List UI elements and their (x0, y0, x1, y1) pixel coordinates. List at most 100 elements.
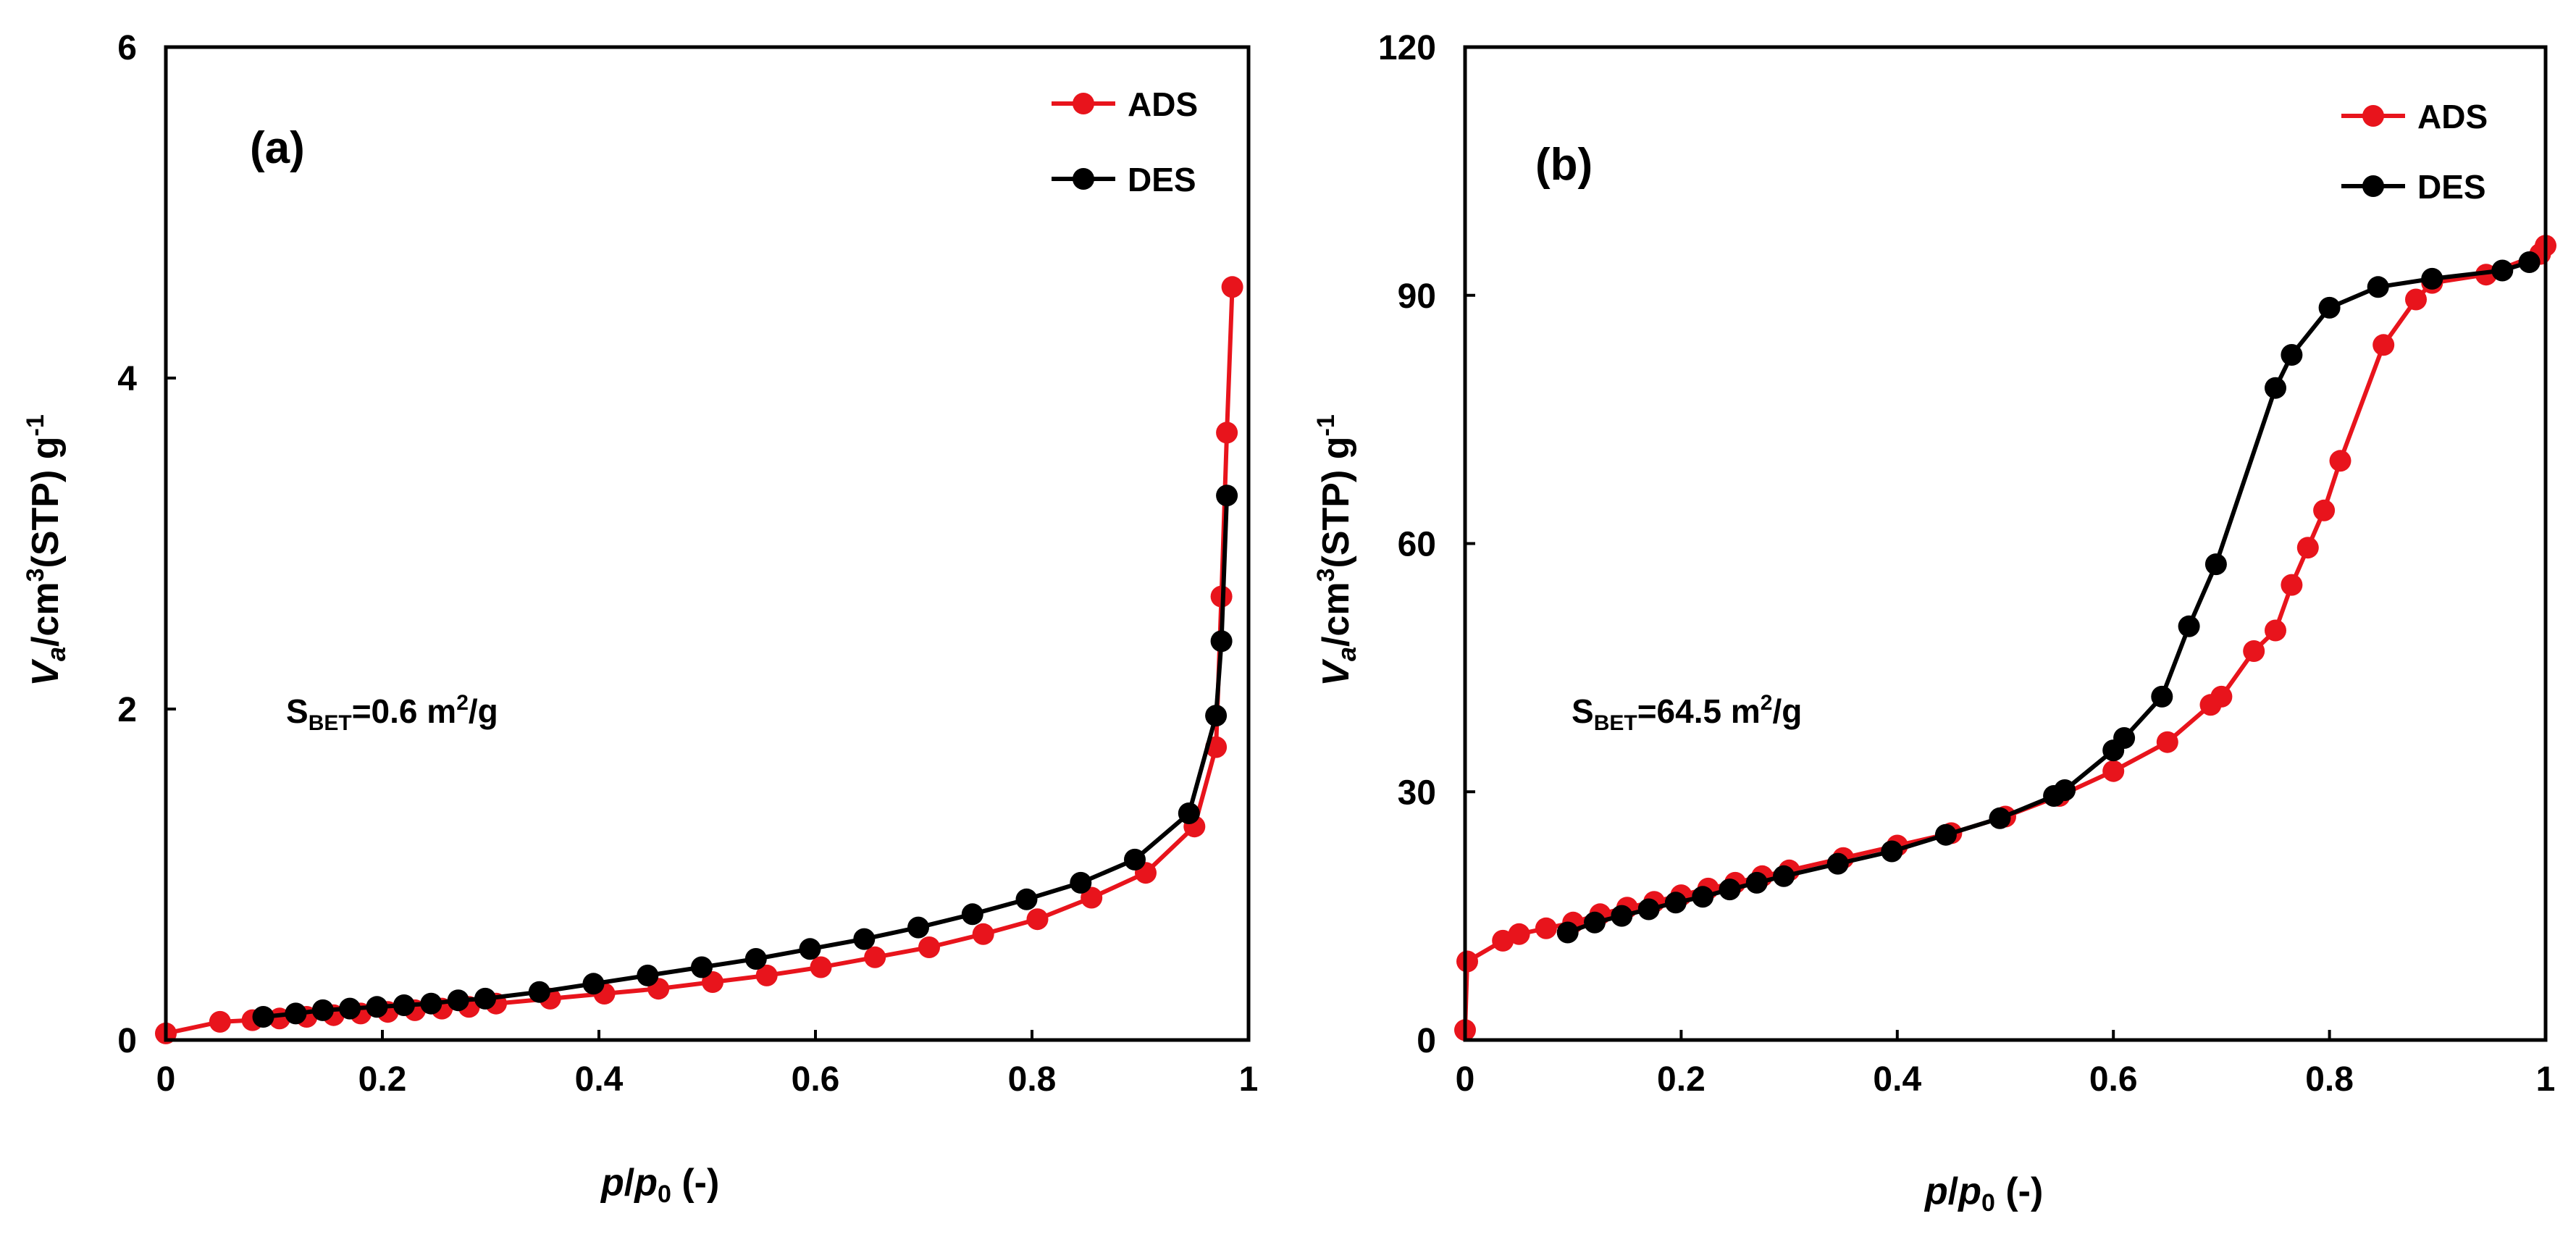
legend-des-marker-a (1073, 168, 1094, 190)
sbet-annotation-b: SBET=64.5 m2/g (1572, 691, 1802, 735)
panel-label-b: (b) (1535, 140, 1593, 190)
data-point-des-b (2113, 727, 2136, 749)
data-point-des-a (691, 956, 713, 978)
data-point-des-a (1210, 630, 1233, 653)
x-axis-title-b: p/p0 (-) (1923, 1170, 2043, 1217)
data-point-des-b (1881, 840, 1903, 863)
data-point-ads-a (972, 923, 994, 945)
data-point-des-b (1773, 865, 1795, 887)
legend-ads-marker-a (1073, 93, 1094, 114)
data-point-ads-b (2210, 685, 2233, 708)
data-point-ads-a (1221, 276, 1243, 298)
y-axis-title-a: Va/cm3(STP) g-1 (22, 414, 71, 686)
data-point-des-a (1178, 802, 1200, 824)
data-point-ads-b (2405, 288, 2427, 311)
data-point-ads-b (2329, 450, 2351, 472)
legend-b: ADS DES (2341, 98, 2488, 206)
x-tick-label-b: 0.4 (1873, 1060, 1921, 1099)
data-point-des-b (2518, 251, 2541, 273)
y-tick-label-a: 0 (117, 1022, 137, 1060)
data-point-des-b (1826, 852, 1849, 875)
legend-des-label-a: DES (1128, 161, 1196, 198)
data-point-des-b (2367, 276, 2389, 298)
data-point-ads-a (1216, 422, 1238, 444)
data-point-des-a (339, 997, 361, 1020)
data-point-des-a (420, 992, 442, 1015)
legend-ads-label-b: ADS (2417, 98, 2488, 135)
data-point-ads-b (2156, 731, 2178, 753)
data-point-ads-b (2372, 334, 2395, 356)
legend-a: ADS DES (1052, 85, 1198, 198)
plot-frame-a (164, 45, 1251, 1042)
data-point-des-b (1584, 911, 1606, 934)
data-point-des-a (447, 989, 469, 1012)
legend-des-label-b: DES (2417, 168, 2486, 206)
data-point-des-a (637, 964, 659, 986)
data-point-des-b (2204, 553, 2227, 576)
data-point-des-a (1205, 705, 1228, 727)
data-point-ads-b (2265, 619, 2286, 642)
x-axis-title-a: p/p0 (-) (600, 1162, 719, 1208)
data-point-ads-a (1026, 908, 1049, 931)
data-point-des-b (1611, 905, 1633, 927)
x-tick-label-a: 0.8 (1008, 1060, 1057, 1099)
data-point-des-a (1216, 485, 1238, 507)
data-point-des-b (2318, 296, 2341, 319)
x-tick-label-b: 0 (1456, 1060, 1475, 1099)
x-tick-label-a: 0 (156, 1060, 176, 1099)
y-tick-label-a: 2 (117, 691, 137, 729)
y-tick-label-b: 60 (1398, 526, 1436, 564)
y-tick-label-b: 120 (1378, 29, 1436, 67)
data-point-ads-a (864, 946, 886, 968)
legend-ads-marker-b (2362, 105, 2384, 127)
data-point-des-b (2151, 685, 2173, 708)
data-point-des-a (1124, 848, 1146, 871)
data-point-des-b (1934, 823, 1957, 846)
legend-des-marker-b (2362, 175, 2384, 197)
data-point-ads-a (810, 956, 832, 978)
data-point-des-b (1692, 886, 1714, 908)
y-tick-label-b: 30 (1398, 773, 1436, 812)
data-point-ads-a (209, 1010, 231, 1033)
data-point-des-b (1637, 898, 1660, 921)
data-point-ads-b (1456, 950, 1478, 973)
data-point-des-a (285, 1002, 307, 1025)
series-line-ads-a (165, 287, 1235, 1036)
data-point-des-a (366, 996, 388, 1018)
data-point-des-b (1556, 921, 1579, 944)
x-tick-label-a: 0.6 (792, 1060, 840, 1099)
data-point-des-a (961, 903, 983, 926)
data-point-des-b (2178, 615, 2200, 637)
data-point-des-a (853, 928, 876, 950)
data-point-des-b (2281, 344, 2303, 366)
data-point-des-a (311, 999, 334, 1021)
x-tick-label-a: 0.2 (358, 1060, 407, 1099)
x-tick-label-a: 0.4 (575, 1060, 624, 1099)
data-point-des-a (907, 916, 929, 939)
chart-panel-a: 0 0.2 0.4 0.6 0.8 1 0 2 4 6 (a) ADS DES SBET=0.6 … (22, 29, 1258, 1208)
x-tick-label-b: 1 (2536, 1060, 2556, 1099)
y-tick-label-b: 0 (1417, 1022, 1436, 1060)
data-point-ads-b (2281, 574, 2303, 596)
y-tick-label-a: 6 (117, 29, 137, 67)
y-axis-title-b: Va/cm3(STP) g-1 (1312, 414, 1362, 686)
data-point-ads-b (1508, 923, 1530, 945)
data-point-ads-b (2102, 760, 2125, 782)
data-point-ads-b (2313, 499, 2336, 521)
data-point-des-a (799, 938, 821, 960)
data-point-ads-a (918, 936, 940, 958)
data-point-des-b (1989, 807, 2011, 829)
data-point-ads-a (702, 971, 723, 993)
data-point-des-b (1664, 892, 1687, 914)
data-point-des-a (474, 987, 496, 1010)
x-tick-label-a: 1 (1239, 1060, 1259, 1099)
data-point-des-b (2421, 267, 2443, 290)
panel-label-a: (a) (250, 123, 305, 173)
data-point-des-a (528, 981, 550, 1003)
x-tick-label-b: 0.2 (1657, 1060, 1706, 1099)
legend-ads-label-a: ADS (1128, 85, 1198, 123)
data-point-des-a (744, 948, 767, 970)
plot-frame-b (1463, 45, 2548, 1042)
y-tick-label-a: 4 (117, 360, 137, 398)
